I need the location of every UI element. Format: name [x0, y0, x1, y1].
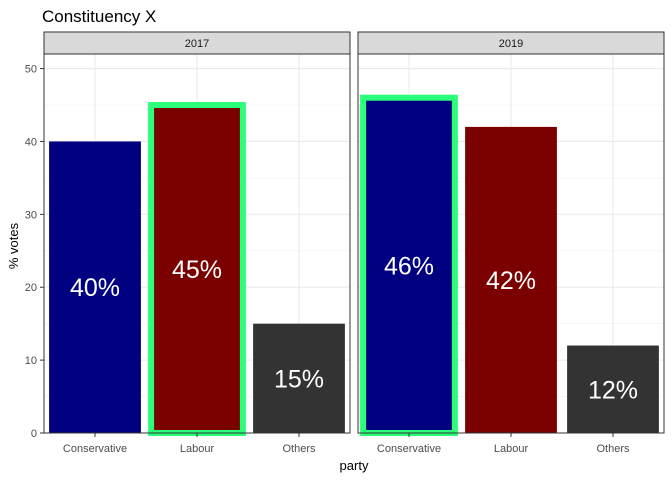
- facet-strip-label: 2019: [499, 38, 523, 50]
- plot-area: 0 10 20 30 40 50 2017 40% 45% 15% Conservative Labo…: [25, 31, 665, 455]
- x-tick-label: Labour: [494, 443, 529, 455]
- bar-data-label: 12%: [588, 376, 638, 404]
- chart-title: Constituency X: [42, 7, 156, 26]
- x-tick-label: Others: [596, 443, 630, 455]
- facet-panel-2017: 2017 40% 45% 15% Conservative Labour Others: [43, 31, 351, 455]
- bar-labour: [465, 126, 557, 433]
- x-tick-label: Labour: [180, 443, 215, 455]
- y-tick-label: 0: [31, 428, 37, 440]
- y-tick-label: 40: [25, 136, 37, 148]
- y-tick-label: 30: [25, 209, 37, 221]
- bar-data-label: 45%: [172, 256, 222, 284]
- y-tick-label: 50: [25, 64, 37, 76]
- y-tick-label: 20: [25, 282, 37, 294]
- facet-strip-label: 2017: [185, 38, 209, 50]
- bar-others: [253, 323, 345, 433]
- x-tick-label: Conservative: [63, 443, 127, 455]
- bar-conservative: [49, 141, 141, 433]
- x-tick-label: Others: [282, 443, 316, 455]
- x-axis-title: party: [340, 458, 369, 473]
- bar-data-label: 42%: [486, 267, 536, 295]
- bar-data-label: 15%: [274, 365, 324, 393]
- bar-labour: [148, 102, 246, 437]
- y-tick-label: 10: [25, 355, 37, 367]
- bar-data-label: 46%: [384, 252, 434, 280]
- bar-others: [567, 345, 659, 433]
- facet-panel-2019: 2019 46% 42% 12% Conservative Labour Others: [357, 31, 665, 455]
- x-tick-label: Conservative: [377, 443, 441, 455]
- bar-data-label: 40%: [70, 274, 120, 302]
- y-axis-title: % votes: [6, 222, 21, 269]
